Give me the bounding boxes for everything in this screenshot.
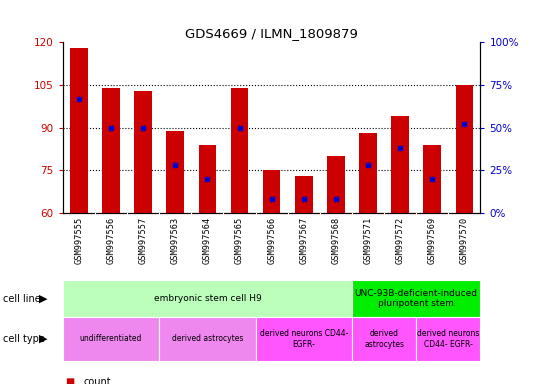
- Bar: [70, 48, 88, 213]
- Point: [203, 176, 212, 182]
- Text: derived
astrocytes: derived astrocytes: [364, 329, 404, 349]
- Bar: [63, 280, 352, 317]
- Text: GSM997563: GSM997563: [171, 217, 180, 264]
- Text: ▶: ▶: [39, 334, 48, 344]
- Text: GSM997572: GSM997572: [396, 217, 405, 264]
- Text: GSM997564: GSM997564: [203, 217, 212, 264]
- Text: GSM997555: GSM997555: [74, 217, 84, 264]
- Bar: [352, 317, 416, 361]
- Text: GSM997569: GSM997569: [428, 217, 437, 264]
- Text: UNC-93B-deficient-induced
pluripotent stem: UNC-93B-deficient-induced pluripotent st…: [355, 289, 478, 308]
- Text: derived neurons
CD44- EGFR-: derived neurons CD44- EGFR-: [417, 329, 479, 349]
- Text: ▶: ▶: [39, 293, 48, 304]
- Point: [139, 124, 147, 131]
- Text: cell type: cell type: [3, 334, 45, 344]
- Title: GDS4669 / ILMN_1809879: GDS4669 / ILMN_1809879: [185, 26, 358, 40]
- Text: ■: ■: [66, 377, 75, 384]
- Point: [171, 162, 180, 168]
- Point: [235, 124, 244, 131]
- Text: GSM997571: GSM997571: [364, 217, 372, 264]
- Bar: [416, 317, 480, 361]
- Bar: [167, 131, 184, 213]
- Point: [106, 124, 115, 131]
- Bar: [263, 170, 281, 213]
- Point: [299, 196, 308, 202]
- Bar: [63, 317, 159, 361]
- Point: [396, 145, 405, 151]
- Bar: [199, 145, 216, 213]
- Text: GSM997570: GSM997570: [460, 217, 469, 264]
- Point: [331, 196, 340, 202]
- Text: derived astrocytes: derived astrocytes: [171, 334, 243, 343]
- Point: [364, 162, 372, 168]
- Bar: [134, 91, 152, 213]
- Bar: [359, 133, 377, 213]
- Text: GSM997556: GSM997556: [106, 217, 116, 264]
- Text: count: count: [84, 377, 111, 384]
- Text: GSM997568: GSM997568: [331, 217, 340, 264]
- Bar: [391, 116, 409, 213]
- Text: GSM997567: GSM997567: [299, 217, 308, 264]
- Text: GSM997566: GSM997566: [267, 217, 276, 264]
- Text: GSM997557: GSM997557: [139, 217, 147, 264]
- Bar: [159, 317, 256, 361]
- Text: GSM997565: GSM997565: [235, 217, 244, 264]
- Point: [460, 121, 469, 127]
- Bar: [352, 280, 480, 317]
- Bar: [327, 156, 345, 213]
- Point: [428, 176, 437, 182]
- Bar: [295, 176, 313, 213]
- Text: embryonic stem cell H9: embryonic stem cell H9: [153, 294, 261, 303]
- Bar: [424, 145, 441, 213]
- Text: undifferentiated: undifferentiated: [80, 334, 142, 343]
- Bar: [256, 317, 352, 361]
- Text: derived neurons CD44-
EGFR-: derived neurons CD44- EGFR-: [259, 329, 348, 349]
- Point: [268, 196, 276, 202]
- Bar: [455, 85, 473, 213]
- Bar: [102, 88, 120, 213]
- Bar: [230, 88, 248, 213]
- Point: [74, 96, 83, 102]
- Text: cell line: cell line: [3, 293, 40, 304]
